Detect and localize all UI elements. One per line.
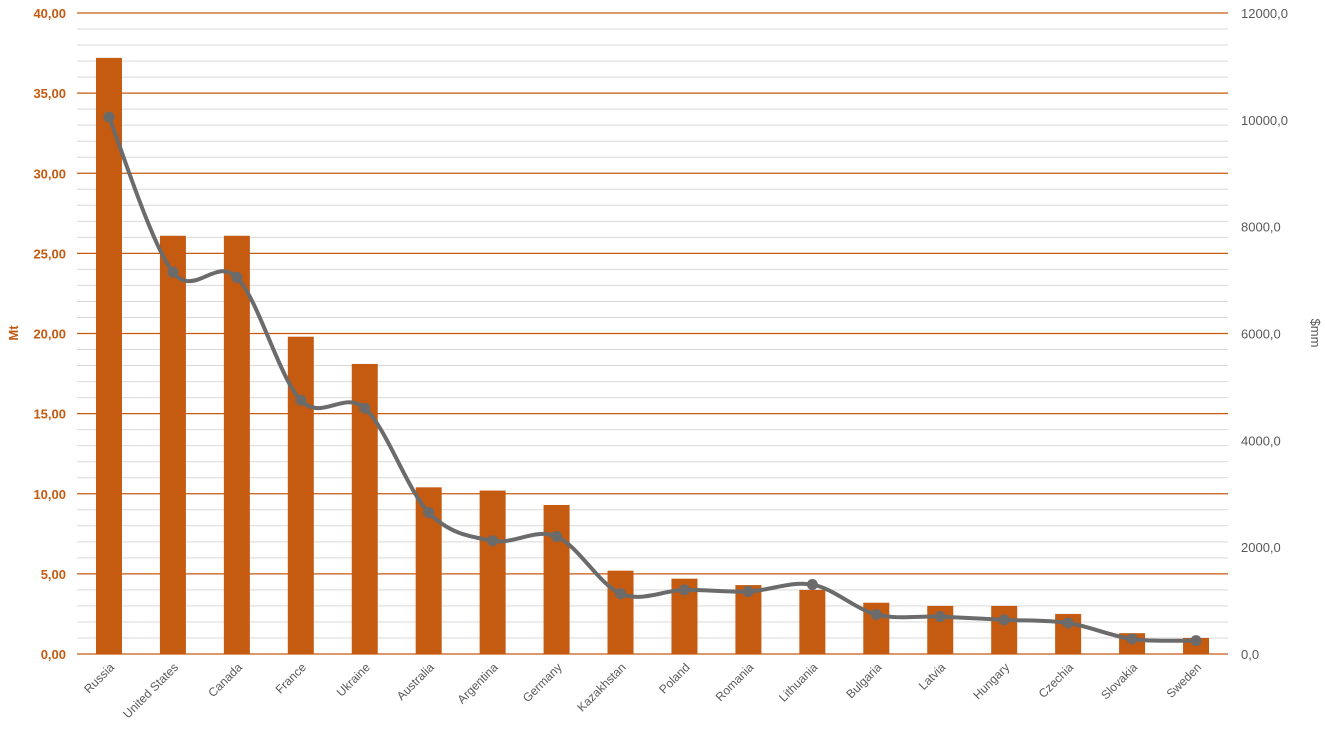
bar	[799, 589, 826, 654]
line-point	[551, 530, 563, 542]
line-point	[423, 506, 435, 518]
left-tick-label: 35,00	[33, 86, 66, 101]
category-label: Argentina	[455, 660, 501, 706]
line-point	[998, 614, 1010, 626]
category-label: France	[273, 660, 310, 697]
line-point	[103, 111, 115, 123]
bar	[479, 490, 506, 654]
category-label: Bulgaria	[843, 660, 884, 701]
right-tick-label: 8000,0	[1241, 220, 1281, 235]
bar	[607, 570, 634, 654]
category-label: Australia	[394, 660, 437, 703]
line-point	[678, 584, 690, 596]
category-label: Germany	[520, 660, 565, 705]
right-tick-label: 0,0	[1241, 647, 1259, 662]
category-label: Czechia	[1036, 660, 1077, 701]
line-point	[295, 394, 307, 406]
right-tick-label: 6000,0	[1241, 327, 1281, 342]
line-point	[806, 579, 818, 591]
left-tick-label: 20,00	[33, 327, 66, 342]
line-point	[1062, 617, 1074, 629]
left-tick-label: 5,00	[41, 567, 66, 582]
gridlines	[77, 12, 1228, 655]
bar	[543, 504, 570, 654]
bar	[991, 605, 1018, 654]
category-label: Latvia	[916, 660, 949, 693]
left-tick-label: 0,00	[41, 647, 66, 662]
left-tick-label: 25,00	[33, 246, 66, 261]
category-label: United States	[120, 660, 181, 721]
axes: 0,00 5,00 10,00 15,00 20,00 25,00 30,00 35,00 40…	[33, 6, 1288, 721]
category-label: Russia	[81, 660, 117, 696]
bar-series	[95, 57, 1210, 655]
left-axis-title: Mt	[6, 325, 21, 341]
right-tick-label: 2000,0	[1241, 540, 1281, 555]
left-tick-label: 10,00	[33, 487, 66, 502]
line-point	[870, 608, 882, 620]
category-label: Poland	[656, 660, 692, 696]
category-label: Ukraine	[334, 660, 373, 699]
line-point	[1190, 635, 1202, 647]
category-label: Slovakia	[1098, 660, 1140, 702]
category-label: Romania	[713, 660, 757, 704]
bar	[159, 235, 186, 654]
bar	[95, 57, 122, 655]
series-line	[106, 115, 1199, 643]
category-label: Kazakhstan	[574, 660, 628, 714]
left-tick-label: 15,00	[33, 407, 66, 422]
left-tick-label: 30,00	[33, 166, 66, 181]
category-label: Canada	[205, 660, 245, 700]
left-tick-label: 40,00	[33, 6, 66, 21]
category-label: Hungary	[970, 660, 1012, 702]
right-tick-label: 4000,0	[1241, 433, 1281, 448]
line-series	[103, 111, 1202, 647]
bar	[223, 235, 250, 654]
category-label: Sweden	[1164, 660, 1205, 701]
line-point	[167, 266, 179, 278]
line-point	[359, 402, 371, 414]
line-point	[615, 588, 627, 600]
line-point	[487, 535, 499, 547]
right-tick-label: 10000,0	[1241, 113, 1288, 128]
line-point	[1126, 633, 1138, 645]
right-axis-title: $mm	[1308, 319, 1323, 348]
line-point	[742, 586, 754, 598]
right-tick-label: 12000,0	[1241, 6, 1288, 21]
category-label: Lithuania	[776, 660, 821, 705]
line-point	[934, 611, 946, 623]
line-point	[231, 271, 243, 283]
